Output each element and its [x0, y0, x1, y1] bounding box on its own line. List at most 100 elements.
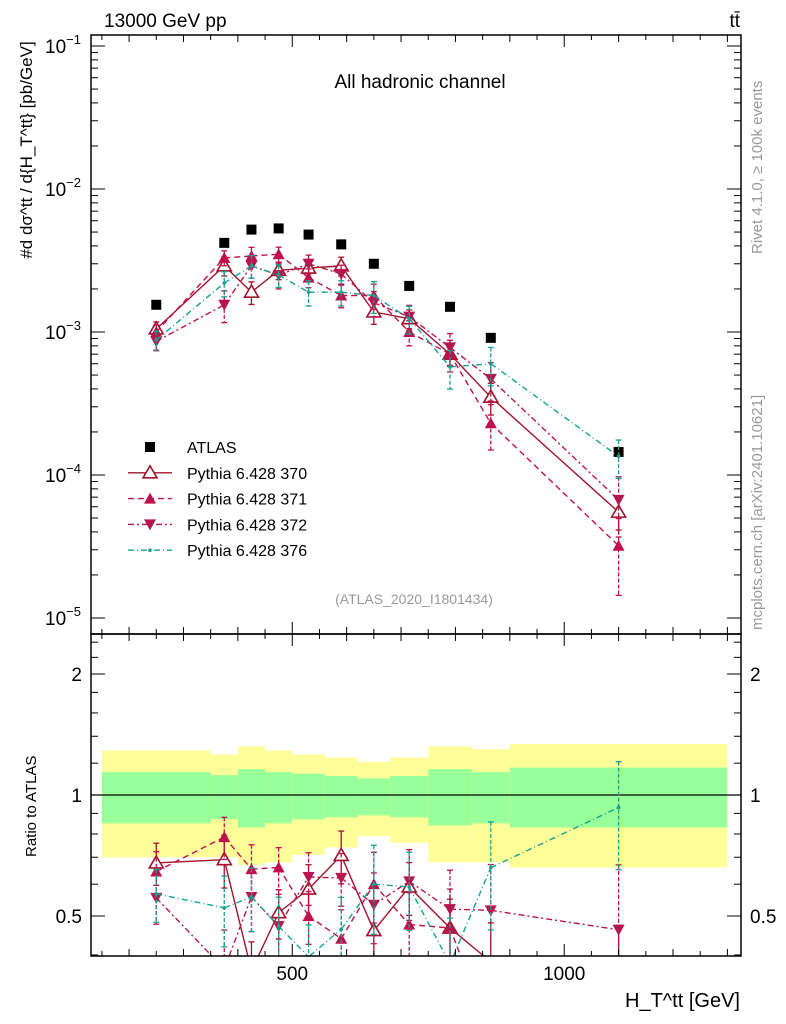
- ratio-series-line: [452, 867, 492, 957]
- legend: ATLAS Pythia 6.428 370 Pythia 6.428 371 Pyt…: [128, 440, 307, 560]
- triangle-down-marker: [612, 494, 625, 506]
- y-tick-exponent: −5: [66, 604, 81, 619]
- ratio-series-line: [278, 876, 310, 927]
- dot-marker: [372, 882, 376, 886]
- inner-band-bin: [428, 769, 472, 826]
- series-line: [223, 265, 252, 284]
- series-line: [308, 265, 342, 269]
- plot-series: [147, 223, 628, 957]
- triangle-up-marker: [218, 831, 231, 843]
- series-line: [223, 265, 253, 306]
- series-line: [373, 295, 410, 333]
- x-tick-label: 500: [276, 964, 308, 985]
- series-line: [490, 396, 620, 513]
- ratio-series-line: [155, 897, 213, 957]
- y-tick-exponent: −3: [66, 318, 81, 333]
- legend-item: ATLAS: [145, 440, 237, 457]
- inner-band-bin: [265, 772, 293, 824]
- mcplots-label: mcplots.cern.ch [arXiv:2401.10621]: [749, 395, 766, 630]
- dot-marker: [249, 895, 254, 899]
- inner-band-bin: [357, 778, 391, 816]
- ratio-series-line: [155, 836, 225, 873]
- ratio-series-line: [408, 886, 451, 929]
- legend-label: Pythia 6.428 372: [187, 517, 307, 534]
- series-line: [341, 291, 374, 297]
- legend-label: Pythia 6.428 376: [187, 543, 307, 560]
- triangle-down-marker: [302, 872, 315, 884]
- y-axis-label: #d dσ^tt / d{H_T^tt} [pb/GeV]: [17, 41, 36, 258]
- series-p370: [147, 256, 628, 531]
- ratio-tick-label-right: 1: [750, 786, 761, 807]
- inner-band-bin: [101, 772, 211, 824]
- series-line: [278, 263, 309, 276]
- atlas-marker: [404, 280, 415, 291]
- dot-marker: [407, 885, 412, 889]
- y-tick-exponent: −1: [66, 32, 81, 47]
- atlas-marker: [336, 239, 347, 250]
- dot-marker: [372, 293, 376, 298]
- y-tick-base: 10: [45, 323, 66, 344]
- legend-label: Pythia 6.428 371: [187, 492, 307, 509]
- ratio-series-line: [251, 866, 279, 870]
- atlas-marker: [273, 223, 284, 234]
- dot-marker: [249, 264, 254, 268]
- legend-item: Pythia 6.428 370: [128, 464, 307, 483]
- atlas-marker: [368, 258, 379, 269]
- inner-band-bin: [210, 775, 238, 820]
- y-tick-exponent: −4: [66, 461, 81, 476]
- legend-item: Pythia 6.428 372: [128, 517, 307, 534]
- dot-marker: [276, 273, 281, 277]
- series-line: [408, 316, 451, 348]
- triangle-up-marker: [272, 248, 285, 260]
- ratio-tick-label-left: 2: [71, 665, 82, 686]
- series-line: [155, 265, 225, 330]
- dot-marker: [407, 316, 412, 321]
- triangle-up-marker: [218, 251, 231, 263]
- dot-marker: [339, 927, 344, 932]
- main-panel-series: [147, 223, 628, 597]
- ratio-series-line: [340, 883, 375, 940]
- triangle-down-marker: [443, 904, 456, 916]
- ratio-series-line: [490, 806, 619, 869]
- series-line: [155, 282, 225, 341]
- rivet-label: Rivet 4.1.0, ≥ 100k events: [749, 81, 766, 254]
- analysis-label: (ATLAS_2020_I1801434): [335, 591, 493, 607]
- energy-label: 13000 GeV pp: [104, 11, 227, 32]
- open-triangle-marker: [215, 851, 233, 866]
- ratio-panel-series: [147, 761, 625, 957]
- triangle-down-marker: [144, 519, 156, 531]
- triangle-up-marker: [484, 417, 497, 429]
- ratio-series-line: [408, 886, 447, 957]
- series-line: [490, 378, 620, 501]
- process-label: tt̄: [729, 11, 740, 32]
- y-tick-label: 10−4: [45, 461, 81, 487]
- y-tick-base: 10: [45, 180, 66, 201]
- atlas-marker: [151, 299, 162, 310]
- series-line: [308, 263, 342, 275]
- x-axis-label: H_T^tt [GeV]: [625, 990, 740, 1012]
- dot-marker: [616, 805, 621, 810]
- atlas-marker: [485, 332, 496, 343]
- open-triangle-marker: [141, 464, 159, 479]
- series-line: [224, 255, 252, 259]
- series-line: [490, 363, 620, 457]
- series-line: [449, 346, 492, 380]
- open-triangle-marker: [610, 503, 628, 518]
- y-tick-base: 10: [45, 37, 66, 58]
- atlas-marker: [303, 229, 314, 240]
- ratio-tick-label-left: 1: [71, 786, 82, 807]
- ratio-series-line: [373, 886, 410, 931]
- ratio-series-line: [373, 883, 410, 925]
- inner-band-bin: [237, 769, 266, 828]
- inner-band-bin: [471, 772, 510, 824]
- ratio-series-p376: [153, 761, 622, 957]
- series-line: [155, 304, 225, 342]
- atlas-marker: [444, 301, 455, 312]
- x-tick-label: 1000: [543, 964, 585, 985]
- triangle-down-marker: [335, 268, 348, 280]
- y-tick-label: 10−1: [45, 32, 81, 58]
- ratio-series-line: [308, 915, 342, 940]
- ratio-series-line: [223, 836, 252, 870]
- series-line: [373, 294, 410, 320]
